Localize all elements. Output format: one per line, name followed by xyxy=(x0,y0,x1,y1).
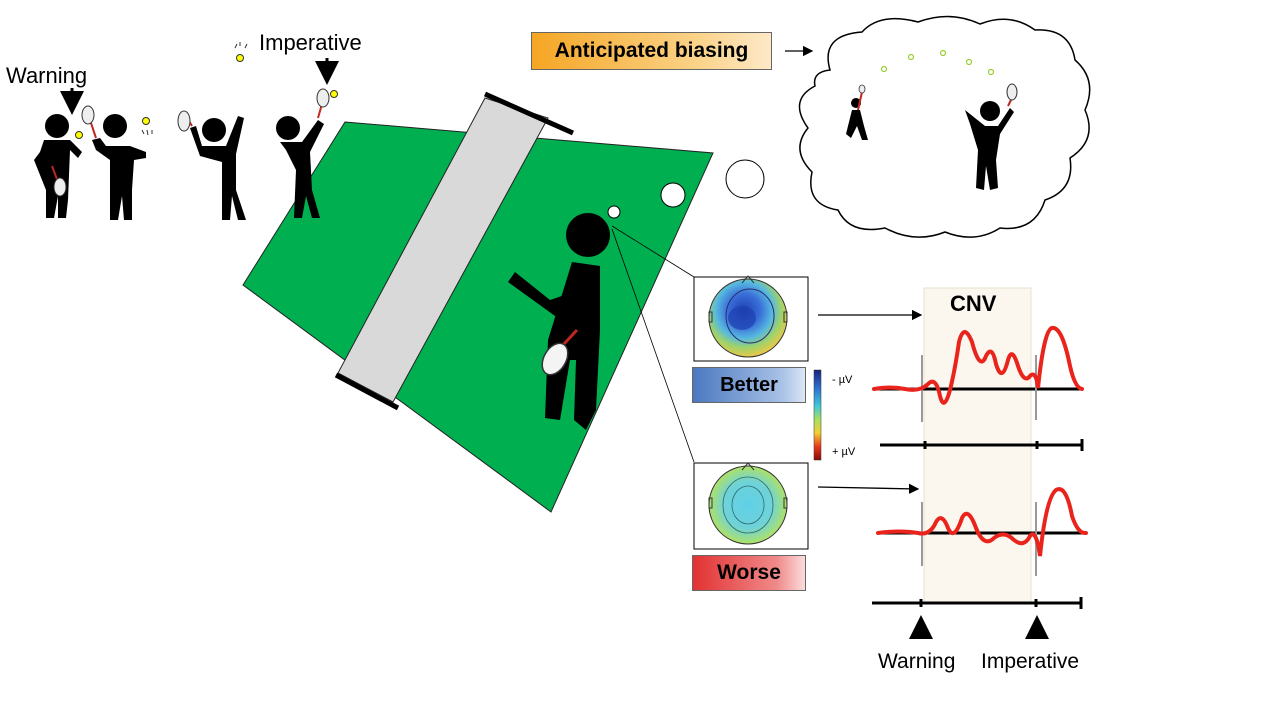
scale-positive-label: + µV xyxy=(832,446,856,458)
erp-trace-worse xyxy=(876,487,1088,557)
main-player-figure xyxy=(508,213,610,430)
scale-negative-label: - µV xyxy=(832,374,853,386)
thought-cloud xyxy=(798,15,1091,238)
warning-label-bottom: Warning xyxy=(878,650,956,673)
anticipated-biasing-label: Anticipated biasing xyxy=(531,32,772,70)
cloud-large-player-figure xyxy=(965,83,1018,190)
zoom-line-top xyxy=(611,225,695,278)
scalp-map-worse xyxy=(708,465,788,545)
voltage-color-scale xyxy=(813,369,822,461)
cnv-label: CNV xyxy=(950,291,997,316)
better-label: Better xyxy=(692,367,806,403)
worse-label: Worse xyxy=(692,555,806,591)
erp-arrow-worse xyxy=(817,483,920,495)
imperative-label-top: Imperative xyxy=(259,30,362,55)
erp-trace-better xyxy=(872,326,1084,405)
thought-bubble-small xyxy=(607,205,621,219)
net-post-bottom xyxy=(334,372,400,411)
ball-motion-lines xyxy=(141,42,248,136)
net-post-top xyxy=(483,91,575,136)
ball-trajectory xyxy=(880,49,995,76)
thought-bubble-large xyxy=(725,159,765,199)
serve-sequence-figures xyxy=(34,88,330,220)
tennis-ball-icons xyxy=(75,54,338,139)
warning-label-top: Warning xyxy=(6,63,88,88)
zoom-line-bottom xyxy=(611,228,695,463)
racket-icon xyxy=(541,328,579,376)
imperative-label-bottom: Imperative xyxy=(981,650,1080,673)
cloud-small-player-figure xyxy=(846,84,868,140)
thought-bubble-medium xyxy=(660,182,686,208)
